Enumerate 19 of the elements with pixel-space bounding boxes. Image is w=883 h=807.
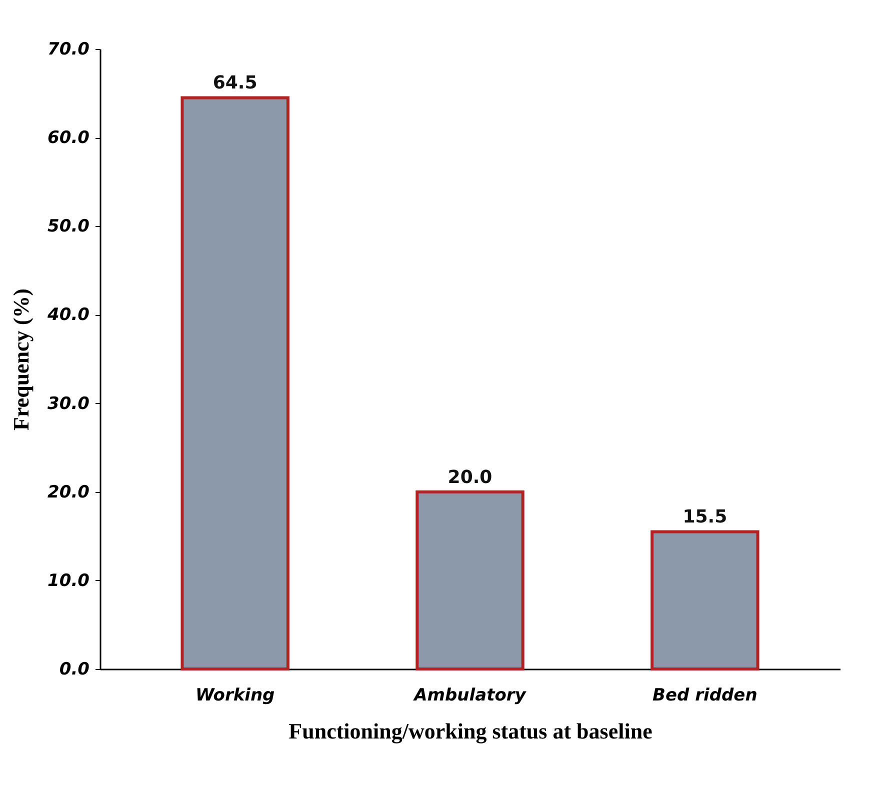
y-tick-label: 50.0 [48, 216, 90, 237]
y-tick-label: 30.0 [48, 394, 90, 414]
y-axis-title: Frequency (%) [8, 288, 34, 430]
data-label: 15.5 [682, 506, 728, 528]
y-tick-label: 10.0 [48, 570, 90, 591]
x-axis-title: Functioning/working status at baseline [288, 718, 653, 744]
bar [180, 96, 290, 670]
bar [416, 490, 524, 670]
x-tick-label: Ambulatory [412, 686, 527, 706]
y-tick-label: 0.0 [59, 660, 90, 680]
y-tick-label: 20.0 [48, 482, 90, 502]
x-tick-label: Working [195, 686, 275, 706]
data-label: 20.0 [448, 466, 492, 488]
y-tick-label: 40.0 [46, 305, 90, 326]
y-tick-label: 70.0 [48, 40, 90, 60]
y-tick-label: 60.0 [48, 128, 90, 148]
data-label: 64.5 [212, 72, 258, 94]
x-tick-label: Bed ridden [652, 686, 758, 706]
bar [650, 530, 760, 670]
